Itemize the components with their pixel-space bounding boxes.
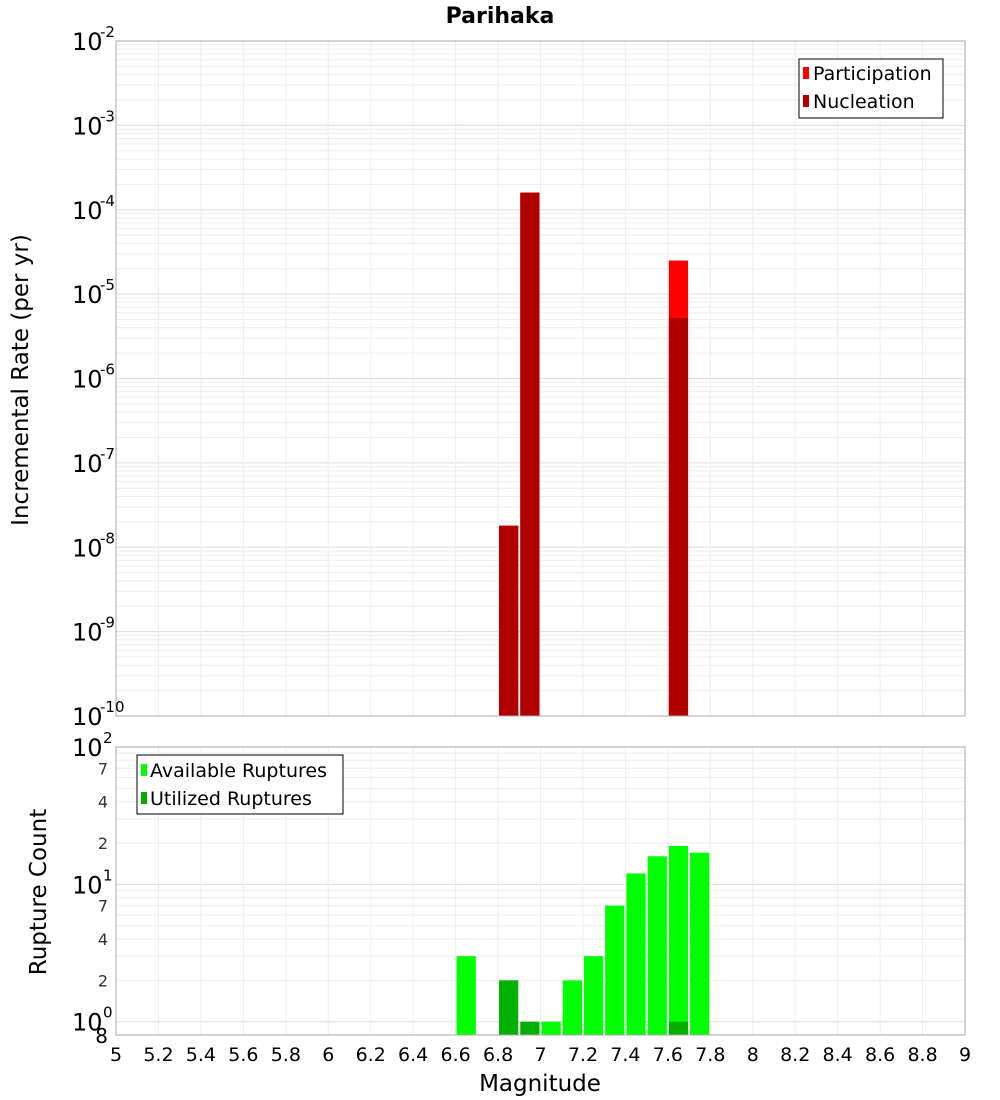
x-tick-label: 5 <box>110 1044 122 1066</box>
x-tick-label: 5.4 <box>186 1044 216 1066</box>
top-plot-area: 10-1010-910-810-710-610-510-410-310-2Par… <box>72 23 966 731</box>
bar-available-ruptures <box>583 956 604 1035</box>
x-tick-label: 8.6 <box>865 1044 895 1066</box>
legend-swatch-participation <box>803 67 809 79</box>
x-tick-label: 8.2 <box>780 1044 810 1066</box>
x-tick-label: 6.2 <box>356 1044 386 1066</box>
top-y-tick-exponent: -3 <box>100 107 115 125</box>
x-tick-label: 9 <box>959 1044 971 1066</box>
x-tick-label: 7.6 <box>653 1044 683 1066</box>
x-tick-label: 7.8 <box>695 1044 725 1066</box>
bottom-y-axis-label: Rupture Count <box>26 809 52 975</box>
bottom-y-minor-tick-label: 8 <box>95 1024 108 1048</box>
x-tick-label: 7.2 <box>568 1044 598 1066</box>
top-y-tick-exponent: -6 <box>100 361 115 379</box>
bottom-y-tick-label: 10 <box>72 734 103 762</box>
x-axis-label: Magnitude <box>479 1071 601 1097</box>
bar-available-ruptures <box>562 980 582 1035</box>
chart-title: Parihaka <box>446 4 555 29</box>
bottom-legend: Available Ruptures Utilized Ruptures <box>136 754 344 815</box>
x-tick-label: 6 <box>322 1044 334 1066</box>
top-y-tick-label: 10 <box>72 281 103 309</box>
legend-label-available-ruptures: Available Ruptures <box>150 760 327 782</box>
bar-utilized-ruptures <box>499 980 519 1035</box>
x-tick-label: 6.6 <box>440 1044 470 1066</box>
top-y-axis-label: Incremental Rate (per yr) <box>8 234 34 526</box>
bottom-y-tick-exponent: 1 <box>103 866 113 884</box>
bar-available-ruptures <box>647 856 667 1035</box>
bar-nucleation <box>668 318 689 716</box>
bottom-y-tick-label: 10 <box>72 1009 103 1037</box>
top-y-tick-label: 10 <box>72 197 103 225</box>
bar-available-ruptures <box>668 846 689 1035</box>
top-y-tick-exponent: -8 <box>100 529 115 547</box>
x-tick-label: 5.2 <box>143 1044 173 1066</box>
bar-available-ruptures <box>690 852 710 1035</box>
x-tick-label: 5.8 <box>271 1044 301 1066</box>
x-tick-label: 6.8 <box>483 1044 513 1066</box>
bar-nucleation <box>499 525 519 716</box>
bottom-y-minor-tick-label: 4 <box>98 930 108 949</box>
top-plot-border <box>115 40 966 717</box>
top-legend-box <box>798 58 944 119</box>
x-tick-label: 7 <box>534 1044 546 1066</box>
bottom-y-minor-tick-label: 7 <box>98 897 108 916</box>
x-tick-label: 8.8 <box>907 1044 937 1066</box>
bottom-plot-border <box>115 746 966 1036</box>
bar-available-ruptures <box>626 873 646 1035</box>
legend-swatch-available-ruptures <box>141 764 147 776</box>
legend-swatch-nucleation <box>803 95 809 107</box>
top-legend: Participation Nucleation <box>798 58 944 119</box>
x-tick-label: 7.4 <box>610 1044 640 1066</box>
bar-available-ruptures <box>605 905 625 1035</box>
legend-label-utilized-ruptures: Utilized Ruptures <box>150 788 312 810</box>
bottom-y-tick-exponent: 0 <box>103 1004 113 1022</box>
x-tick-label: 5.6 <box>228 1044 258 1066</box>
top-y-tick-label: 10 <box>72 450 103 478</box>
bottom-y-minor-tick-label: 2 <box>98 834 108 853</box>
bottom-y-tick-label: 10 <box>72 871 103 899</box>
top-y-tick-exponent: -5 <box>100 276 115 294</box>
bottom-y-tick-exponent: 2 <box>103 729 113 747</box>
top-y-tick-label: 10 <box>72 534 103 562</box>
x-tick-label: 8.4 <box>823 1044 853 1066</box>
legend-label-nucleation: Nucleation <box>813 91 915 113</box>
bar-utilized-ruptures <box>668 1021 689 1035</box>
x-tick-label: 6.4 <box>398 1044 428 1066</box>
legend-label-participation: Participation <box>813 63 932 85</box>
top-y-tick-label: 10 <box>72 28 103 56</box>
top-y-tick-label: 10 <box>72 366 103 394</box>
bottom-y-minor-tick-label: 4 <box>98 793 108 812</box>
bottom-legend-box <box>136 754 344 815</box>
bar-available-ruptures <box>456 956 476 1035</box>
top-y-tick-exponent: -2 <box>100 23 115 41</box>
bar-utilized-ruptures <box>520 1021 540 1035</box>
top-y-tick-exponent: -7 <box>100 445 115 463</box>
top-y-tick-exponent: -10 <box>100 698 125 716</box>
top-y-tick-label: 10 <box>72 703 103 731</box>
top-y-tick-label: 10 <box>72 112 103 140</box>
x-tick-label: 8 <box>747 1044 759 1066</box>
bar-nucleation <box>520 192 540 717</box>
bottom-y-minor-tick-label: 7 <box>98 759 108 778</box>
bar-available-ruptures <box>541 1021 561 1035</box>
top-y-tick-exponent: -9 <box>100 614 115 632</box>
top-y-tick-exponent: -4 <box>100 192 115 210</box>
top-y-tick-label: 10 <box>72 619 103 647</box>
legend-swatch-utilized-ruptures <box>141 792 147 804</box>
bottom-y-minor-tick-label: 2 <box>98 971 108 990</box>
